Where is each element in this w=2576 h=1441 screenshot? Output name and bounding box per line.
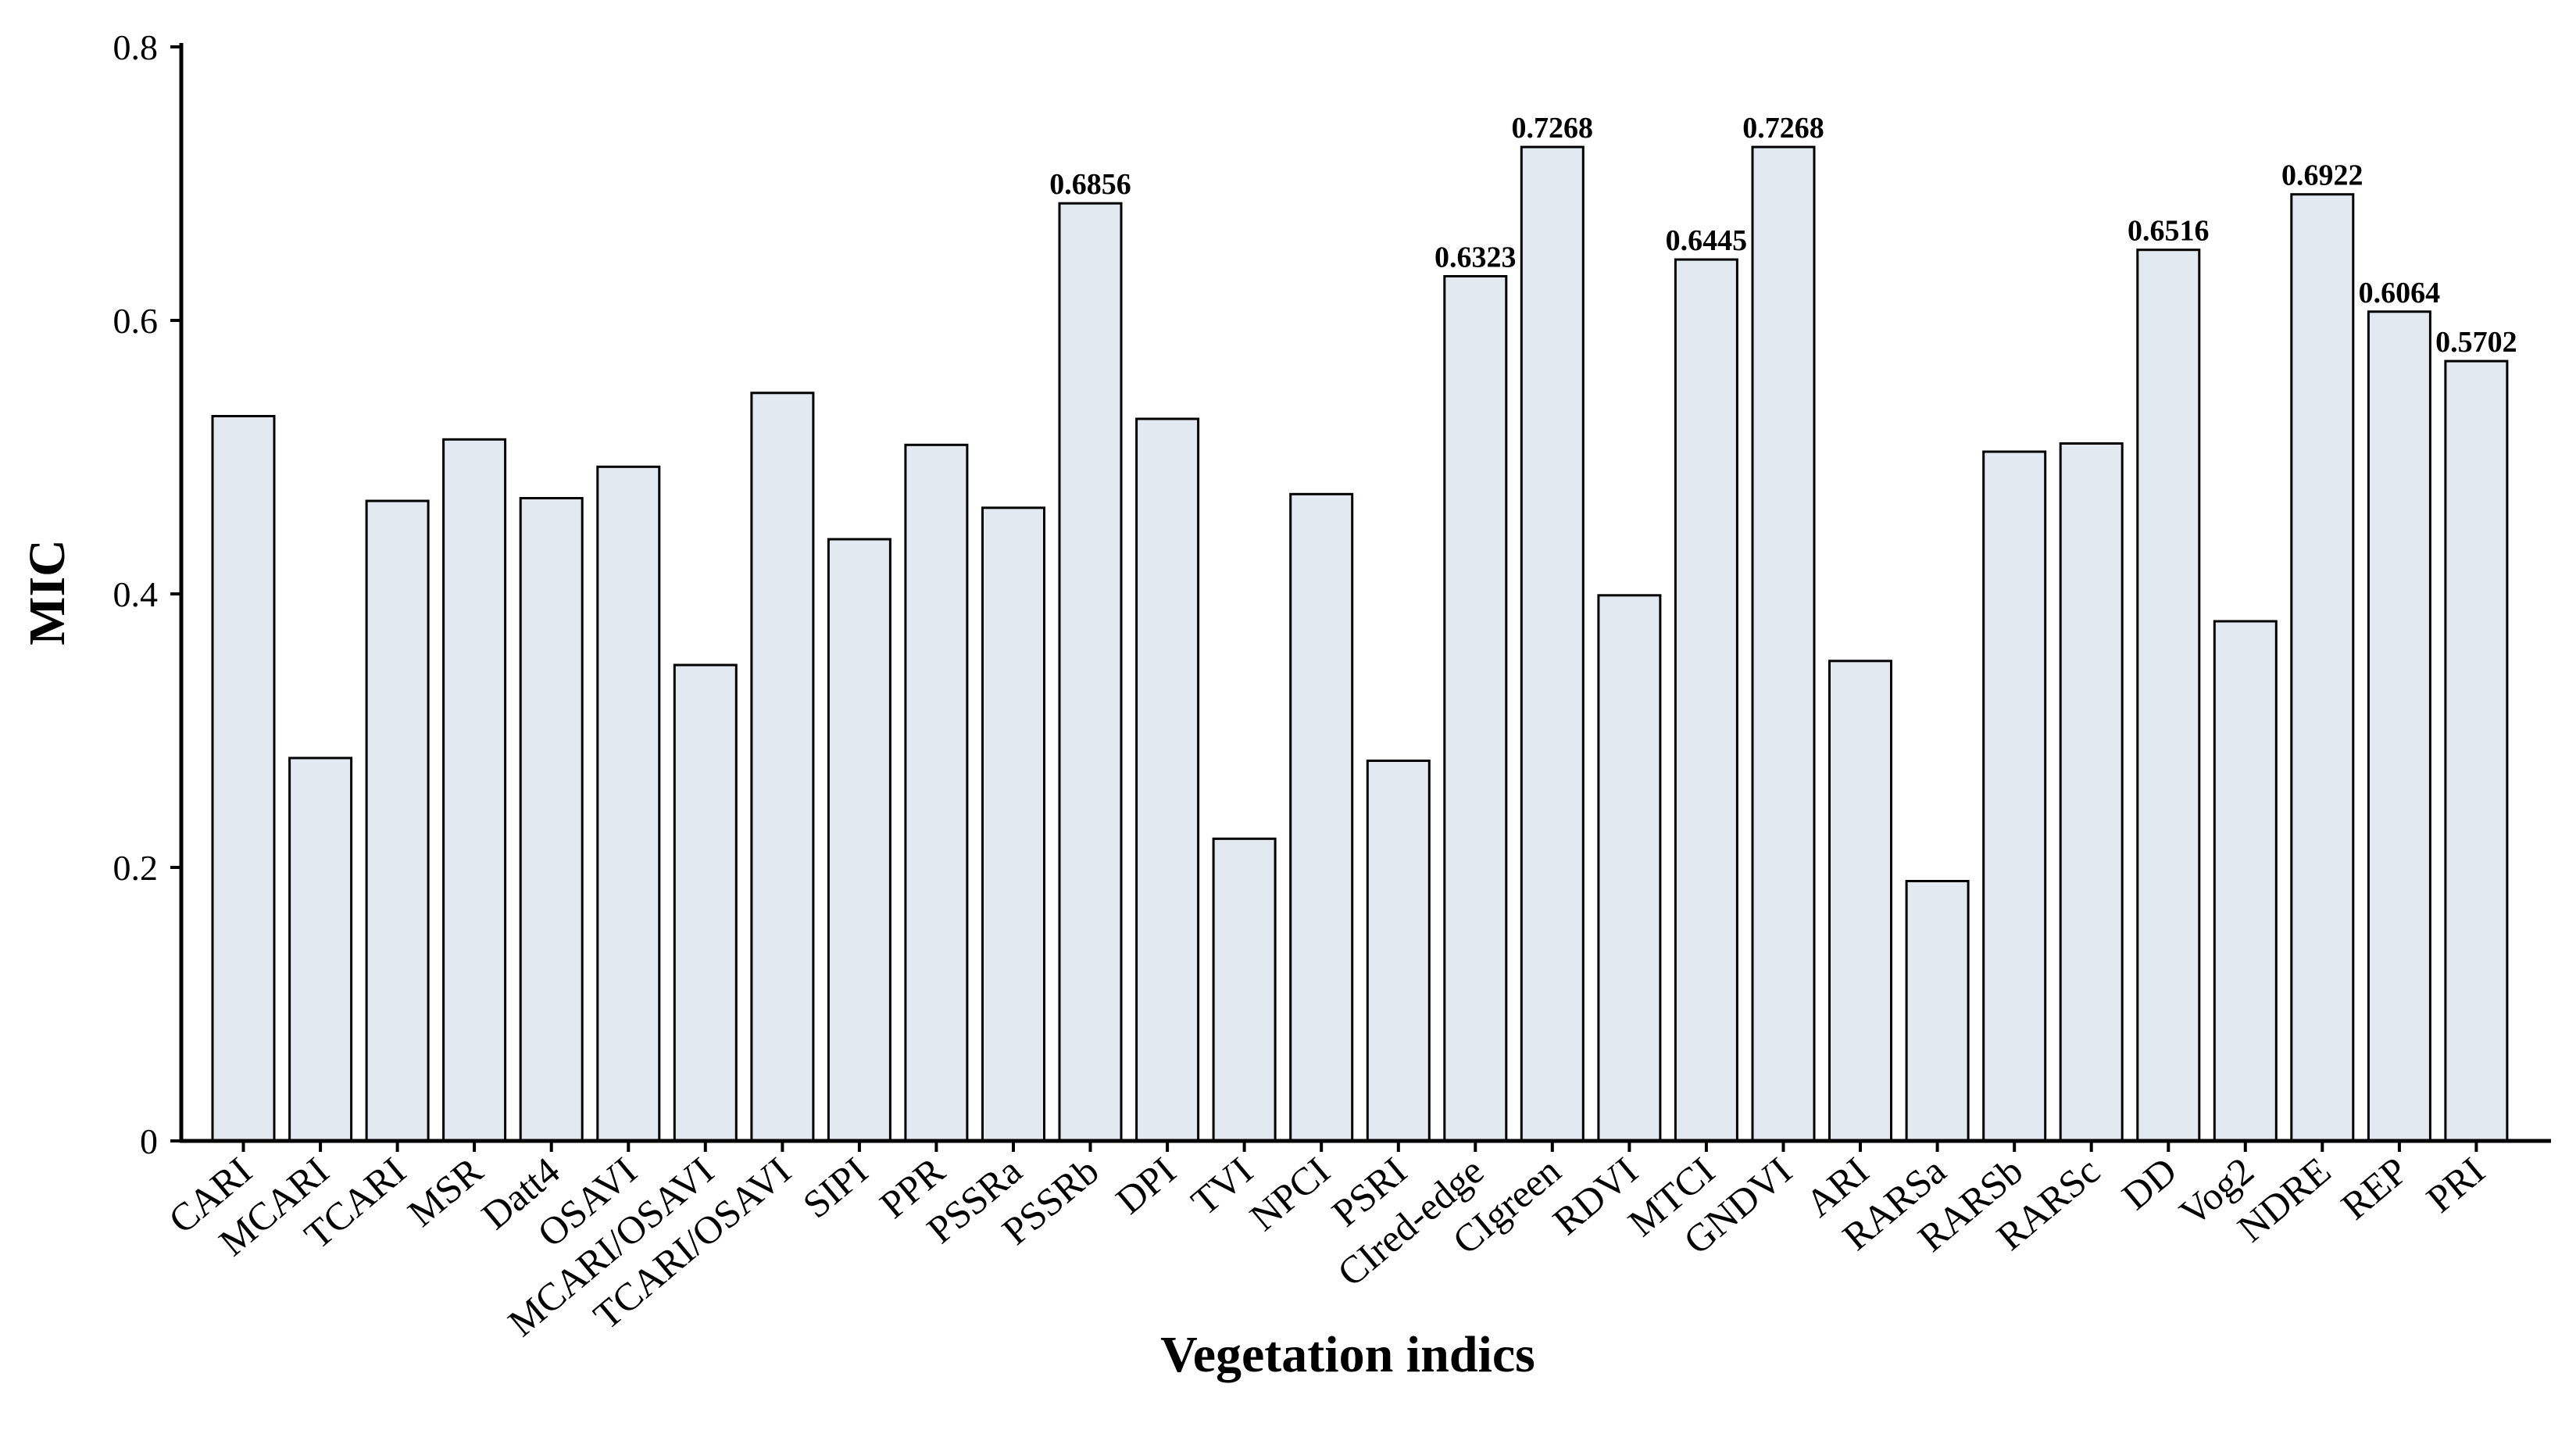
bar-datt4	[519, 497, 584, 1142]
bar-mtci	[1674, 258, 1738, 1142]
bar-tvi	[1212, 837, 1277, 1142]
x-tick-label-dd: DD	[2113, 1149, 2185, 1218]
x-tick-label-pri: PRI	[2418, 1149, 2493, 1221]
bar-cired-edge	[1443, 275, 1508, 1142]
data-label-gndvi: 0.7268	[1742, 112, 1824, 145]
data-label-mtci: 0.6445	[1666, 224, 1748, 257]
x-tick-label-sipi: SIPI	[795, 1149, 876, 1227]
bar-cari	[211, 415, 276, 1142]
bar-tcari-osavi	[750, 392, 815, 1142]
data-label-cigreen: 0.7268	[1512, 112, 1594, 145]
bar-rarsb	[1982, 450, 2047, 1142]
bar-pssrb	[1058, 202, 1123, 1142]
y-tick-label: 0.6	[113, 301, 159, 341]
bar-sipi	[827, 538, 891, 1142]
bar-npci	[1289, 492, 1354, 1142]
bars-group	[211, 145, 2509, 1142]
x-tick-label-dpi: DPI	[1107, 1149, 1184, 1223]
bar-ppr	[904, 443, 969, 1142]
bar-mcari-osavi	[673, 663, 738, 1142]
bar-rep	[2367, 310, 2431, 1142]
bar-vog2	[2213, 620, 2278, 1142]
data-labels-group: 0.6856 0.6323 0.7268 0.6445 0.7268 0.6516 0.69…	[1049, 112, 2517, 359]
x-tick-label-msr: MSR	[399, 1148, 491, 1235]
bar-mcari	[288, 756, 353, 1142]
bar-ndre	[2290, 193, 2355, 1142]
data-label-ndre: 0.6922	[2281, 159, 2363, 192]
y-axis-title: MIC	[19, 539, 76, 645]
y-tick-label: 0.2	[113, 848, 159, 888]
x-ticks-group: CARIMCARITCARIMSRDatt4OSAVIMCARI/OSAVITC…	[160, 1141, 2492, 1345]
data-label-cired-edge: 0.6323	[1434, 241, 1517, 274]
bar-psri	[1366, 760, 1431, 1142]
bar-rdvi	[1597, 594, 1662, 1142]
x-tick-label-rdvi: RDVI	[1545, 1149, 1646, 1243]
y-tick-label: 0.8	[113, 27, 159, 67]
bar-tcari	[365, 499, 430, 1142]
bar-rarsa	[1905, 880, 1970, 1142]
x-tick-label-rep: REP	[2333, 1149, 2416, 1228]
y-tick-label: 0.4	[113, 574, 159, 614]
bar-pri	[2444, 359, 2509, 1142]
x-axis-title: Vegetation indics	[1160, 1326, 1535, 1383]
bar-osavi	[596, 465, 661, 1142]
bar-dd	[2136, 249, 2201, 1142]
bar-cigreen	[1520, 145, 1585, 1142]
bar-pssra	[981, 506, 1045, 1142]
bar-rarsc	[2059, 442, 2124, 1142]
y-ticks-group: 0 0.2 0.4 0.6 0.8	[113, 27, 181, 1161]
y-tick-label: 0	[140, 1121, 158, 1161]
x-tick-label-npci: NPCI	[1242, 1149, 1338, 1239]
data-label-pssrb: 0.6856	[1049, 168, 1131, 201]
bar-msr	[442, 438, 507, 1142]
bar-ari	[1828, 660, 1892, 1142]
bar-gndvi	[1751, 145, 1816, 1142]
data-label-rep: 0.6064	[2359, 277, 2441, 309]
bar-dpi	[1135, 417, 1200, 1142]
data-label-pri: 0.5702	[2435, 326, 2517, 359]
data-label-dd: 0.6516	[2128, 215, 2210, 248]
